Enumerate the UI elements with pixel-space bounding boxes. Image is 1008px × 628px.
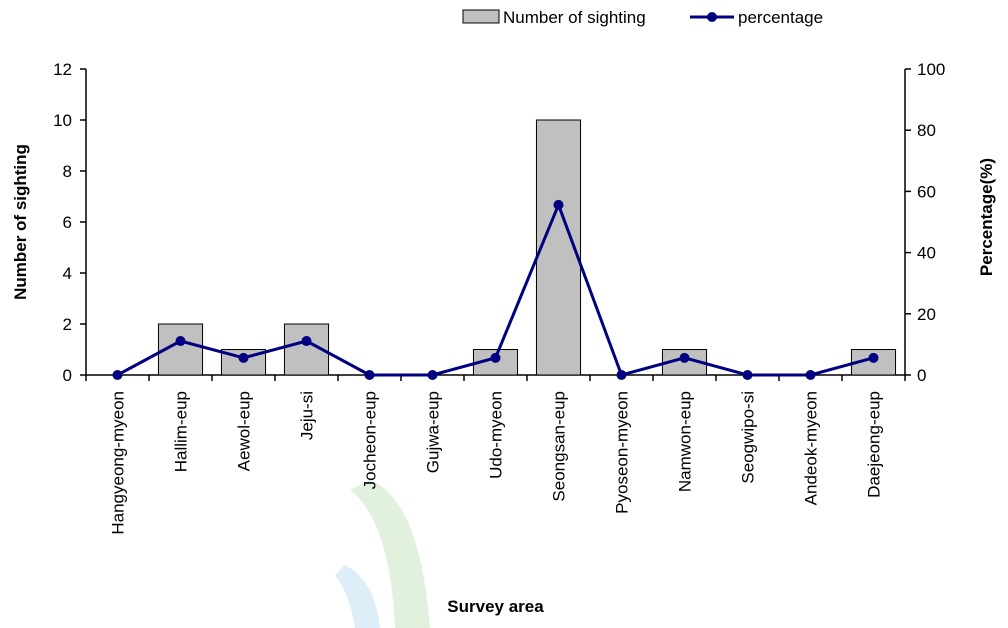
axis-labels: 0 2 4 6 8 10 12 0 20 40 60 80 100 Hangyeong-myeon Hall… bbox=[11, 60, 996, 616]
line-point bbox=[112, 370, 123, 380]
x-category-label: Pyoseon-myeon bbox=[613, 391, 632, 514]
watermark bbox=[335, 480, 430, 628]
y-tick-label: 0 bbox=[63, 366, 72, 385]
y2-tick-label: 60 bbox=[917, 182, 936, 201]
y-tick-label: 8 bbox=[63, 162, 72, 181]
x-category-label: Andeok-myeon bbox=[802, 391, 821, 505]
line-point bbox=[238, 352, 249, 363]
legend: Number of sighting percentage bbox=[462, 8, 823, 27]
line-point bbox=[868, 352, 879, 363]
y2-tick-label: 40 bbox=[917, 244, 936, 263]
axes bbox=[80, 68, 911, 381]
x-category-label: Jeju-si bbox=[298, 391, 317, 440]
legend-bar-label: Number of sighting bbox=[503, 8, 646, 27]
line-point bbox=[553, 199, 564, 210]
line-point bbox=[364, 370, 375, 380]
line-series bbox=[112, 199, 879, 380]
y2-tick-label: 80 bbox=[917, 121, 936, 140]
y-tick-label: 12 bbox=[53, 60, 72, 79]
legend-line-label: percentage bbox=[738, 8, 823, 27]
x-axis-title: Survey area bbox=[447, 597, 544, 616]
line-point bbox=[742, 370, 753, 380]
x-category-label: Seogwipo-si bbox=[739, 391, 758, 484]
line-point bbox=[301, 336, 312, 347]
y2-axis-title: Percentage(%) bbox=[977, 158, 996, 276]
line-point bbox=[175, 336, 186, 347]
line-point bbox=[805, 370, 816, 380]
line-point bbox=[679, 352, 690, 363]
x-category-label: Gujwa-eup bbox=[424, 391, 443, 473]
line-point bbox=[616, 370, 627, 380]
x-category-label: Aewol-eup bbox=[235, 391, 254, 471]
y-tick-label: 10 bbox=[53, 111, 72, 130]
y-tick-label: 4 bbox=[63, 264, 72, 283]
x-category-label: Jocheon-eup bbox=[361, 391, 380, 489]
line-point bbox=[427, 370, 438, 380]
x-category-label: Daejeong-eup bbox=[865, 391, 884, 498]
x-category-label: Namwon-eup bbox=[676, 391, 695, 492]
y2-tick-label: 0 bbox=[917, 366, 926, 385]
y2-tick-label: 100 bbox=[917, 60, 945, 79]
legend-bar-swatch bbox=[462, 9, 500, 24]
x-category-label: Hangyeong-myeon bbox=[109, 391, 128, 535]
x-category-label: Udo-myeon bbox=[487, 391, 506, 479]
line-point bbox=[490, 352, 501, 363]
bar-series bbox=[157, 119, 897, 376]
y-tick-label: 2 bbox=[63, 315, 72, 334]
y-axis-title: Number of sighting bbox=[11, 144, 30, 300]
y2-tick-label: 20 bbox=[917, 305, 936, 324]
x-category-label: Seongsan-eup bbox=[550, 391, 569, 502]
x-category-label: Hallim-eup bbox=[172, 391, 191, 472]
legend-line-marker bbox=[707, 12, 717, 22]
y-tick-label: 6 bbox=[63, 213, 72, 232]
